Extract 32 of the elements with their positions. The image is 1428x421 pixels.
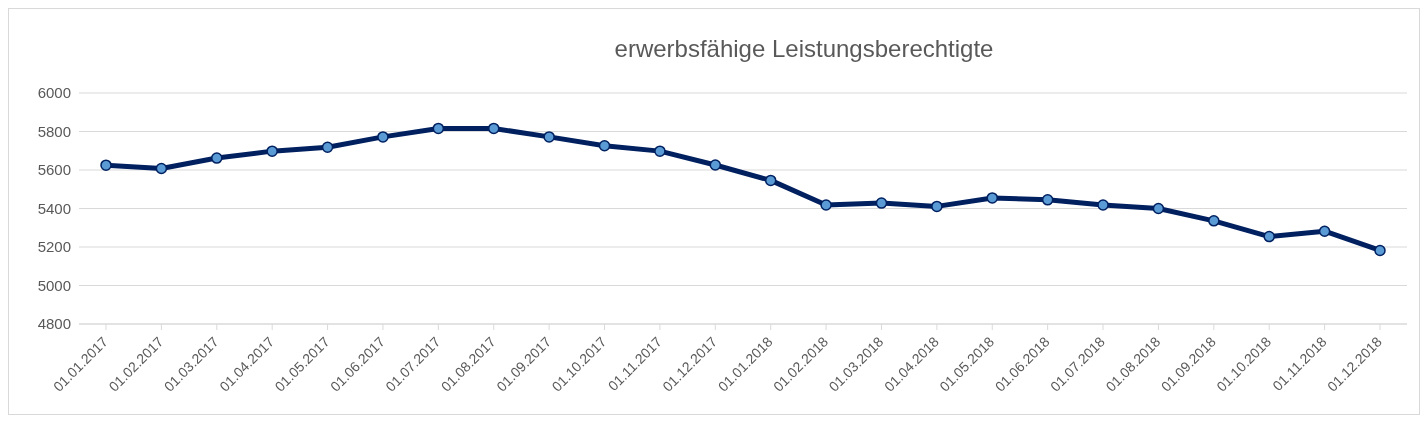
y-tick-label: 4800	[37, 315, 71, 333]
y-tick-label: 5600	[37, 161, 71, 179]
point	[764, 174, 777, 187]
y-tick-label: 6000	[37, 84, 71, 102]
point	[1374, 244, 1386, 257]
point	[487, 122, 500, 135]
point	[211, 152, 223, 164]
point	[100, 159, 112, 171]
point	[598, 140, 611, 152]
point	[266, 145, 278, 157]
point	[377, 131, 389, 143]
point	[709, 159, 722, 171]
y-tick-label: 5800	[37, 122, 71, 140]
y-tick-label: 5400	[37, 199, 71, 217]
point	[654, 145, 666, 157]
point	[432, 122, 445, 135]
point	[931, 200, 943, 213]
point	[1097, 199, 1109, 211]
point	[543, 131, 555, 143]
point	[1152, 202, 1165, 215]
point	[1041, 194, 1054, 206]
point	[875, 197, 888, 209]
chart-title: erwerbsfähige Leistungsberechtigte	[613, 35, 995, 63]
y-tick-label: 5000	[37, 276, 71, 294]
point	[1208, 215, 1220, 227]
point	[155, 162, 168, 175]
point	[986, 192, 999, 204]
point	[1263, 230, 1275, 243]
point	[1318, 225, 1331, 237]
y-tick-label: 5200	[37, 238, 71, 256]
point	[321, 141, 334, 154]
point	[820, 199, 832, 211]
